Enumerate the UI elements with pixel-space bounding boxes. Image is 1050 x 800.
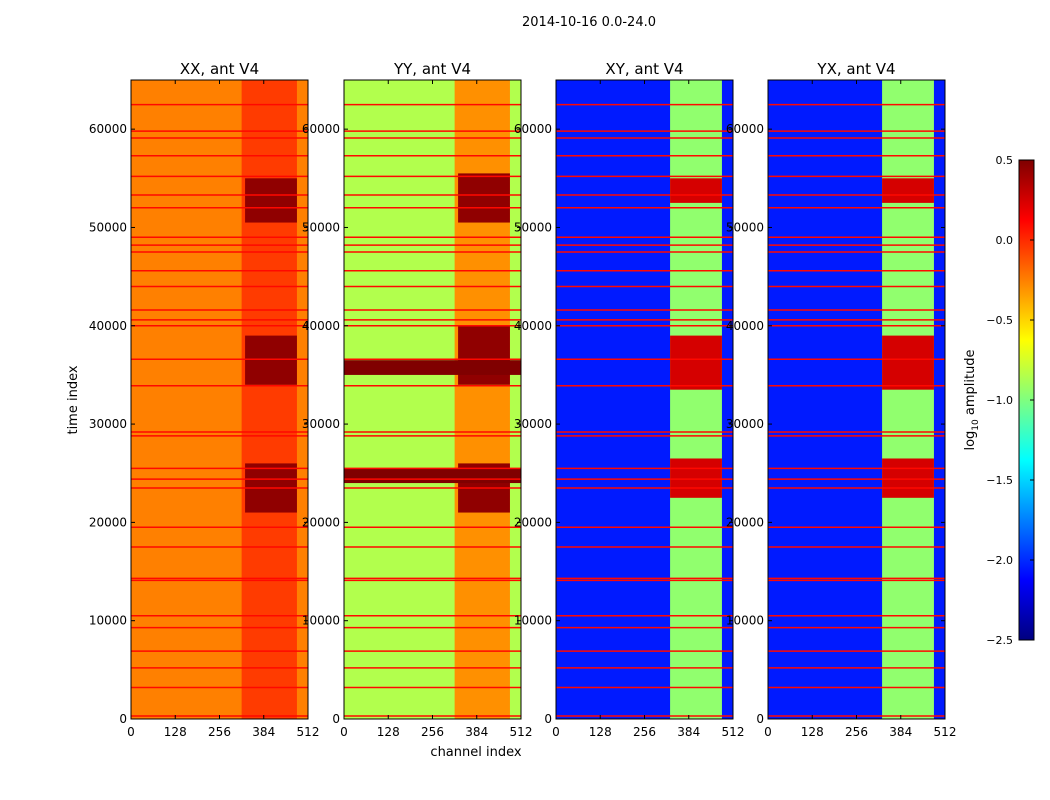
x-tick-label: 128 — [164, 725, 187, 739]
heatmap-saturated-block — [245, 178, 297, 223]
heatmap-image — [768, 80, 945, 719]
heatmap-saturated-block — [670, 178, 722, 203]
y-tick-label: 30000 — [89, 417, 127, 431]
x-tick-label: 128 — [377, 725, 400, 739]
heatmap-saturated-block — [882, 178, 934, 203]
x-tick-label: 256 — [208, 725, 231, 739]
colorbar-tick-label: −2.5 — [986, 634, 1013, 647]
x-tick-label: 384 — [465, 725, 488, 739]
x-tick-label: 512 — [934, 725, 957, 739]
panel: XX, ant V4 0 128 256 384 512 0 10000 20000 30000 4… — [89, 60, 320, 739]
x-tick-label: 256 — [421, 725, 444, 739]
x-tick-label: 0 — [340, 725, 348, 739]
panel-title: XY, ant V4 — [605, 60, 683, 78]
y-tick-label: 30000 — [514, 417, 552, 431]
y-tick-label: 20000 — [726, 515, 764, 529]
colorbar-tick-label: 0.0 — [996, 234, 1014, 247]
y-tick-label: 40000 — [302, 319, 340, 333]
y-tick-label: 10000 — [89, 614, 127, 628]
colorbar-tick-label: −1.0 — [986, 394, 1013, 407]
y-tick-label: 50000 — [302, 220, 340, 234]
panel: YY, ant V4 0 128 256 384 512 0 10000 20000 30000 4… — [302, 60, 533, 739]
y-tick-label: 50000 — [514, 220, 552, 234]
y-tick-label: 0 — [119, 712, 127, 726]
y-tick-label: 10000 — [514, 614, 552, 628]
panel-title: YX, ant V4 — [816, 60, 895, 78]
heatmap-saturated-block — [458, 173, 510, 223]
y-tick-label: 10000 — [302, 614, 340, 628]
colorbar-ticks: 0.5 0.0 −0.5 −1.0 −1.5 −2.0 −2.5 — [986, 154, 1034, 647]
panels: XX, ant V4 0 128 256 384 512 0 10000 20000 30000 4… — [89, 60, 957, 739]
y-tick-label: 50000 — [726, 220, 764, 234]
heatmap-saturated-block — [882, 458, 934, 498]
panel-title: XX, ant V4 — [180, 60, 259, 78]
y-tick-label: 0 — [756, 712, 764, 726]
y-tick-label: 60000 — [726, 122, 764, 136]
heatmap-saturated-block — [670, 458, 722, 498]
y-tick-label: 20000 — [514, 515, 552, 529]
x-tick-label: 384 — [889, 725, 912, 739]
x-tick-label: 0 — [127, 725, 135, 739]
colorbar-tick-label: −1.5 — [986, 474, 1013, 487]
heatmap-saturated-block — [882, 335, 934, 390]
panel-title: YY, ant V4 — [393, 60, 471, 78]
x-axis-label: channel index — [430, 745, 521, 760]
y-tick-label: 40000 — [726, 319, 764, 333]
x-tick-label: 512 — [722, 725, 745, 739]
colorbar-tick-label: −2.0 — [986, 554, 1013, 567]
colorbar-tick-label: 0.5 — [996, 154, 1014, 167]
x-tick-label: 384 — [677, 725, 700, 739]
x-tick-label: 384 — [252, 725, 275, 739]
y-tick-label: 30000 — [726, 417, 764, 431]
heatmap-saturated-block — [458, 325, 510, 385]
y-tick-label: 30000 — [302, 417, 340, 431]
y-tick-label: 60000 — [302, 122, 340, 136]
x-tick-label: 0 — [764, 725, 772, 739]
heatmap-image — [131, 80, 308, 719]
panel: YX, ant V4 0 128 256 384 512 0 10000 20000 30000 4… — [726, 60, 957, 739]
colorbar-label: log10 amplitude — [963, 349, 981, 450]
colorbar: 0.5 0.0 −0.5 −1.0 −1.5 −2.0 −2.5 log10 amplitu… — [963, 154, 1035, 647]
y-tick-label: 40000 — [89, 319, 127, 333]
heatmap-saturated-stripe — [344, 360, 521, 375]
x-tick-label: 128 — [801, 725, 824, 739]
x-tick-label: 512 — [510, 725, 533, 739]
x-tick-label: 128 — [589, 725, 612, 739]
y-tick-label: 0 — [544, 712, 552, 726]
heatmap-saturated-block — [245, 335, 297, 385]
colorbar-tick-label: −0.5 — [986, 314, 1013, 327]
x-tick-label: 0 — [552, 725, 560, 739]
x-tick-label: 512 — [297, 725, 320, 739]
heatmap-saturated-stripe — [344, 468, 521, 484]
panel: XY, ant V4 0 128 256 384 512 0 10000 20000 30000 4… — [514, 60, 745, 739]
y-tick-label: 20000 — [89, 515, 127, 529]
x-tick-label: 256 — [845, 725, 868, 739]
y-axis-label: time index — [66, 365, 81, 434]
y-tick-label: 0 — [332, 712, 340, 726]
y-tick-label: 40000 — [514, 319, 552, 333]
figure-suptitle: 2014-10-16 0.0-24.0 — [522, 15, 656, 30]
x-tick-label: 256 — [633, 725, 656, 739]
heatmap-image — [556, 80, 733, 719]
y-tick-label: 60000 — [514, 122, 552, 136]
y-tick-label: 50000 — [89, 220, 127, 234]
y-tick-label: 60000 — [89, 122, 127, 136]
y-tick-label: 20000 — [302, 515, 340, 529]
heatmap-image — [344, 80, 521, 719]
heatmap-saturated-block — [670, 335, 722, 390]
y-tick-label: 10000 — [726, 614, 764, 628]
